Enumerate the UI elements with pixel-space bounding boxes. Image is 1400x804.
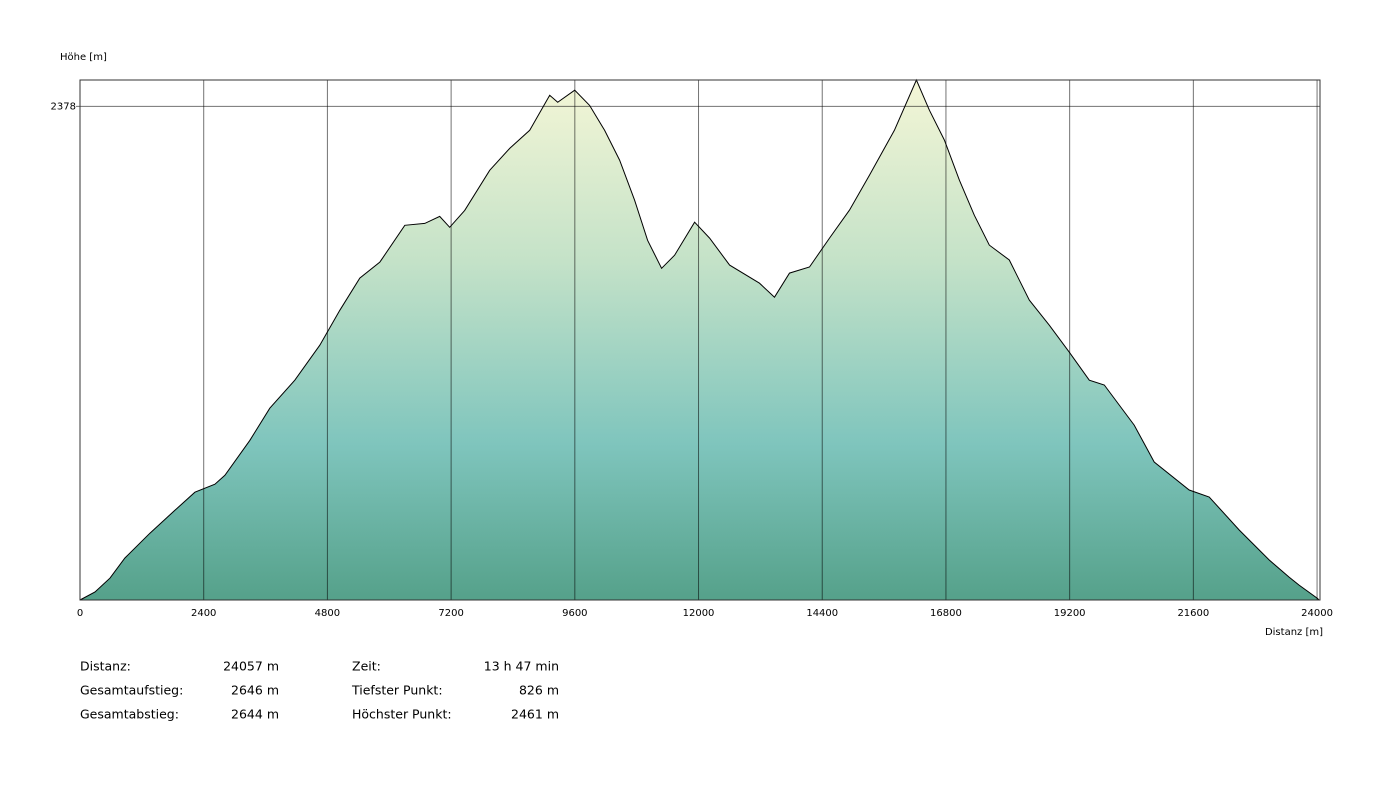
x-tick-label: 4800: [315, 608, 340, 619]
stat-label: Gesamtaufstieg:: [80, 683, 183, 698]
stat-label: Distanz:: [80, 659, 131, 674]
x-tick-label: 12000: [683, 608, 715, 619]
x-axis-label: Distanz [m]: [1265, 627, 1323, 638]
x-tick-label: 0: [77, 608, 83, 619]
x-tick-label: 7200: [438, 608, 463, 619]
x-tick-label: 9600: [562, 608, 587, 619]
elevation-area: [80, 80, 1320, 600]
plot-frame: [79, 79, 1321, 601]
stat-label: Tiefster Punkt:: [351, 683, 443, 698]
stat-label: Gesamtabstieg:: [80, 707, 179, 722]
x-tick-label: 14400: [806, 608, 838, 619]
stat-value: 2461 m: [511, 707, 559, 722]
stat-value: 2644 m: [231, 707, 279, 722]
y-tick-label: 2378: [51, 101, 76, 112]
x-tick-label: 21600: [1177, 608, 1209, 619]
elevation-line: [79, 78, 1320, 601]
stat-value: 826 m: [519, 683, 559, 698]
x-tick-label: 19200: [1054, 608, 1086, 619]
y-axis-label: Höhe [m]: [60, 52, 107, 63]
stat-label: Zeit:: [352, 659, 381, 674]
x-tick-label: 16800: [930, 608, 962, 619]
x-tick-label: 24000: [1301, 608, 1333, 619]
stat-value: 2646 m: [231, 683, 279, 698]
stat-value: 24057 m: [223, 659, 279, 674]
stat-label: Höchster Punkt:: [352, 707, 452, 722]
x-tick-label: 2400: [191, 608, 216, 619]
stat-value: 13 h 47 min: [484, 659, 559, 674]
